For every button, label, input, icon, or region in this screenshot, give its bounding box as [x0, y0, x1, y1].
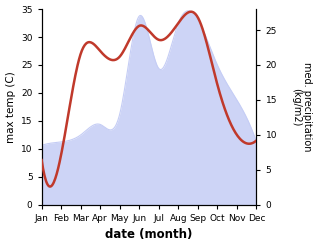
- Y-axis label: max temp (C): max temp (C): [5, 71, 16, 143]
- X-axis label: date (month): date (month): [105, 228, 193, 242]
- Y-axis label: med. precipitation
(kg/m2): med. precipitation (kg/m2): [291, 62, 313, 152]
